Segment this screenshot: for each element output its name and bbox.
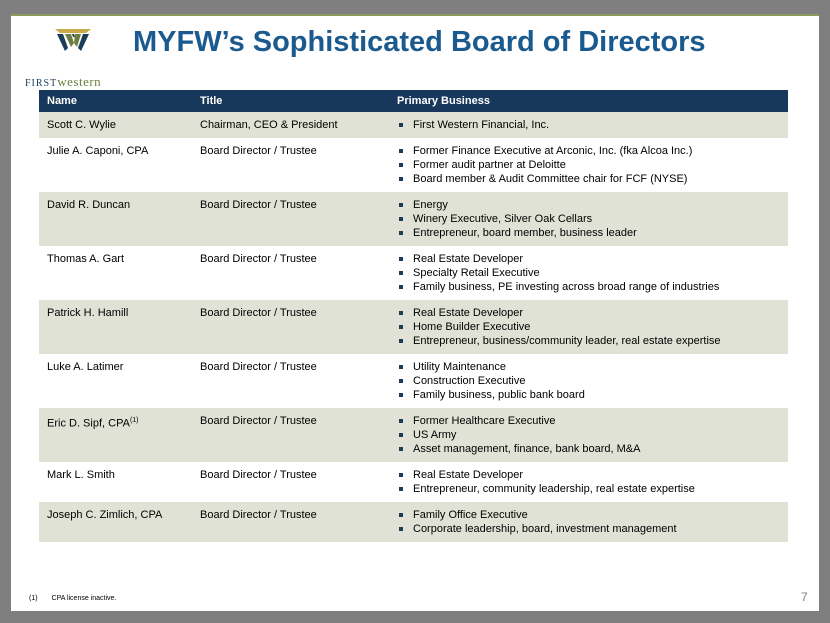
director-name: Scott C. Wylie: [47, 119, 116, 131]
primary-business-item: Former audit partner at Deloitte: [399, 158, 788, 172]
director-title: Board Director / Trustee: [192, 300, 389, 354]
director-name-cell: Thomas A. Gart: [39, 246, 192, 300]
header-primary-business: Primary Business: [389, 90, 788, 112]
director-title: Board Director / Trustee: [200, 361, 317, 373]
primary-business-cell: Real Estate Developer Home Builder Execut…: [389, 300, 788, 354]
director-name: Eric D. Sipf, CPA: [47, 417, 130, 430]
director-name: David R. Duncan: [47, 199, 131, 211]
slide: FIRSTwestern MYFW’s Sophisticated Board …: [11, 14, 819, 611]
director-title: Board Director / Trustee: [192, 502, 389, 542]
table-row: Eric D. Sipf, CPA(1) Board Director / Tru…: [39, 408, 788, 462]
primary-business-item: Entrepreneur, board member, business lea…: [399, 226, 788, 240]
header-title: Title: [192, 90, 389, 112]
primary-business-item: Entrepreneur, business/community leader,…: [399, 334, 788, 348]
table-row: Thomas A. Gart Board Director / Trustee Re…: [39, 246, 788, 300]
table-row: Joseph C. Zimlich, CPA Board Director / T…: [39, 502, 788, 542]
director-title: Board Director / Trustee: [200, 469, 317, 481]
director-name-cell: Patrick H. Hamill: [39, 300, 192, 354]
primary-business-item: Winery Executive, Silver Oak Cellars: [399, 212, 788, 226]
primary-business-item: Construction Executive: [399, 374, 788, 388]
director-title: Board Director / Trustee: [200, 253, 317, 265]
primary-business-list: Real Estate Developer Specialty Retail Ex…: [397, 252, 788, 294]
director-name-cell: Joseph C. Zimlich, CPA: [39, 502, 192, 542]
primary-business-cell: Former Healthcare Executive US Army Asset …: [389, 408, 788, 462]
primary-business-list: Former Healthcare Executive US Army Asset …: [397, 414, 788, 456]
director-name: Thomas A. Gart: [47, 253, 125, 265]
primary-business-item: Former Healthcare Executive: [399, 414, 788, 428]
director-name-cell: Mark L. Smith: [39, 462, 192, 502]
primary-business-item: Energy: [399, 198, 788, 212]
logo-wordmark: FIRSTwestern: [25, 74, 102, 89]
board-table: Name Title Primary Business Scott C. Wyl…: [39, 90, 788, 542]
primary-business-item: Former Finance Executive at Arconic, Inc…: [399, 144, 788, 158]
primary-business-item: First Western Financial, Inc.: [399, 118, 788, 132]
primary-business-list: First Western Financial, Inc.: [397, 118, 788, 132]
footnote: (1) CPA license inactive.: [29, 595, 116, 602]
footnote-text: CPA license inactive.: [51, 595, 117, 602]
table-row: Mark L. Smith Board Director / Trustee Rea…: [39, 462, 788, 502]
primary-business-item: Real Estate Developer: [399, 306, 788, 320]
primary-business-cell: Family Office Executive Corporate leaders…: [389, 502, 788, 542]
primary-business-item: Entrepreneur, community leadership, real…: [399, 482, 788, 496]
director-name-cell: Scott C. Wylie: [39, 112, 192, 138]
primary-business-item: Family business, PE investing across bro…: [399, 280, 788, 294]
director-name: Joseph C. Zimlich, CPA: [47, 509, 163, 521]
director-name-cell: Luke A. Latimer: [39, 354, 192, 408]
table-row: David R. Duncan Board Director / Trustee E…: [39, 192, 788, 246]
table-row: Patrick H. Hamill Board Director / Truste…: [39, 300, 788, 354]
director-name-cell: David R. Duncan: [39, 192, 192, 246]
footnote-reference: (1): [129, 417, 139, 424]
director-name: Mark L. Smith: [47, 469, 115, 481]
director-title: Chairman, CEO & President: [192, 112, 389, 138]
director-name: Julie A. Caponi, CPA: [47, 145, 149, 157]
primary-business-item: Utility Maintenance: [399, 360, 788, 374]
slide-title: MYFW’s Sophisticated Board of Directors: [133, 26, 706, 58]
director-name: Patrick H. Hamill: [47, 307, 129, 319]
primary-business-item: Home Builder Executive: [399, 320, 788, 334]
table-row: Julie A. Caponi, CPA Board Director / Tru…: [39, 138, 788, 192]
primary-business-list: Family Office Executive Corporate leaders…: [397, 508, 788, 536]
primary-business-list: Former Finance Executive at Arconic, Inc…: [397, 144, 788, 186]
director-name-cell: Eric D. Sipf, CPA(1): [39, 408, 192, 462]
director-title: Board Director / Trustee: [192, 192, 389, 246]
primary-business-item: Specialty Retail Executive: [399, 266, 788, 280]
footnote-mark: (1): [29, 595, 38, 602]
director-title: Board Director / Trustee: [192, 408, 389, 462]
primary-business-item: Asset management, finance, bank board, M…: [399, 442, 788, 456]
table-header-row: Name Title Primary Business: [39, 90, 788, 112]
primary-business-cell: First Western Financial, Inc.: [389, 112, 788, 138]
director-name-cell: Julie A. Caponi, CPA: [39, 138, 192, 192]
director-title: Board Director / Trustee: [200, 145, 317, 157]
first-western-logo: FIRSTwestern: [25, 29, 125, 89]
primary-business-list: Energy Winery Executive, Silver Oak Cella…: [397, 198, 788, 240]
primary-business-list: Real Estate Developer Home Builder Execut…: [397, 306, 788, 348]
primary-business-item: Family business, public bank board: [399, 388, 788, 402]
primary-business-item: US Army: [399, 428, 788, 442]
table-row: Scott C. Wylie Chairman, CEO & President F…: [39, 112, 788, 138]
primary-business-item: Real Estate Developer: [399, 252, 788, 266]
primary-business-cell: Real Estate Developer Entrepreneur, commu…: [389, 462, 788, 502]
w-logo-icon: [55, 29, 91, 51]
primary-business-item: Family Office Executive: [399, 508, 788, 522]
primary-business-cell: Former Finance Executive at Arconic, Inc…: [389, 138, 788, 192]
director-name: Luke A. Latimer: [47, 361, 124, 373]
primary-business-cell: Real Estate Developer Specialty Retail Ex…: [389, 246, 788, 300]
header-name: Name: [39, 90, 192, 112]
primary-business-cell: Energy Winery Executive, Silver Oak Cella…: [389, 192, 788, 246]
page-number: 7: [801, 590, 808, 604]
primary-business-item: Corporate leadership, board, investment …: [399, 522, 788, 536]
primary-business-cell: Utility Maintenance Construction Executiv…: [389, 354, 788, 408]
table-row: Luke A. Latimer Board Director / Trustee U…: [39, 354, 788, 408]
primary-business-item: Board member & Audit Committee chair for…: [399, 172, 788, 186]
primary-business-item: Real Estate Developer: [399, 468, 788, 482]
primary-business-list: Real Estate Developer Entrepreneur, commu…: [397, 468, 788, 496]
primary-business-list: Utility Maintenance Construction Executiv…: [397, 360, 788, 402]
top-accent-line: [11, 14, 819, 16]
